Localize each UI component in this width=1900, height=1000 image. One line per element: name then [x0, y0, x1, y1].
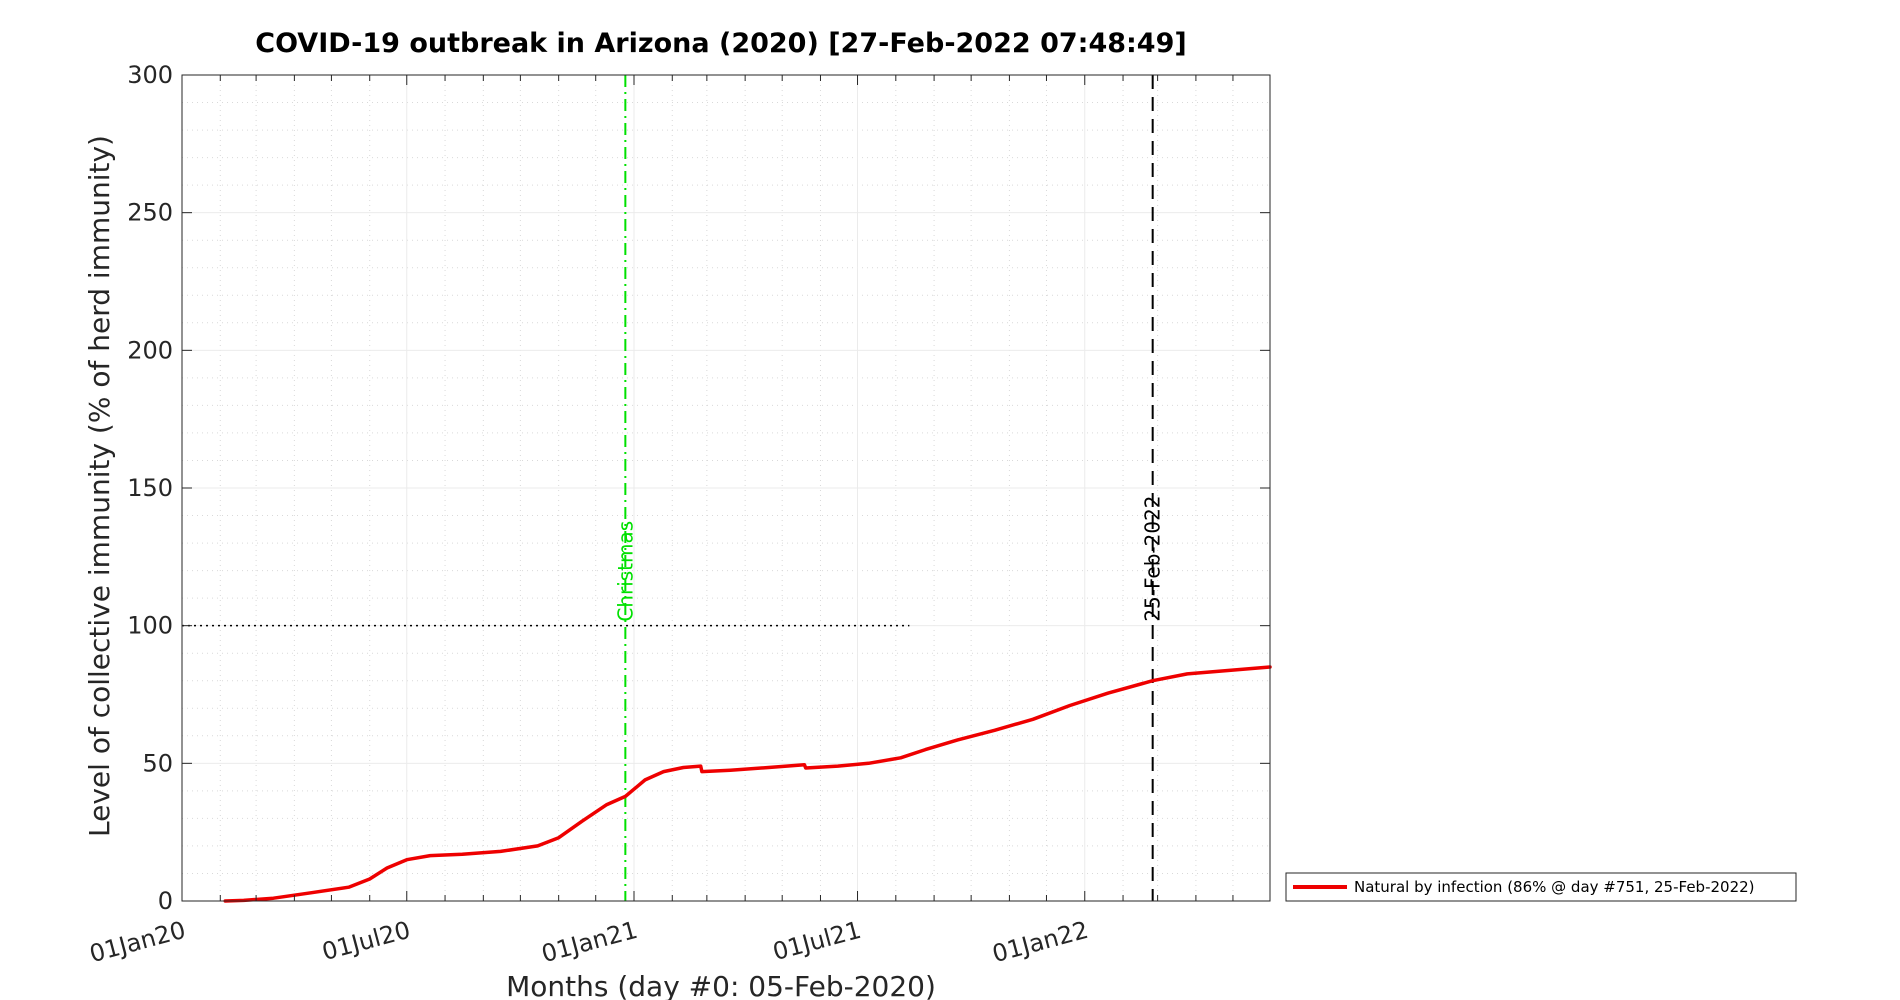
y-tick-labels: 0 50 100 150 200 250 300 — [127, 61, 173, 915]
legend: Natural by infection (86% @ day #751, 25… — [1285, 872, 1797, 902]
chart-title: COVID-19 outbreak in Arizona (2020) [27-… — [255, 28, 1186, 59]
y-tick-label: 100 — [127, 612, 173, 640]
y-tick-label: 300 — [127, 61, 173, 89]
y-tick-label: 0 — [158, 887, 173, 915]
y-axis-label: Level of collective immunity (% of herd … — [83, 135, 116, 837]
y-tick-label: 250 — [127, 199, 173, 227]
axis-ticks — [181, 74, 1270, 902]
y-tick-label: 50 — [142, 749, 173, 777]
reference-line-label: 25-Feb-2022 — [1141, 495, 1165, 621]
y-tick-label: 200 — [127, 336, 173, 364]
legend-entry-label: Natural by infection (86% @ day #751, 25… — [1354, 878, 1755, 896]
y-tick-label: 150 — [127, 474, 173, 502]
reference-lines: Christmas 25-Feb-2022 — [182, 75, 1165, 901]
x-axis-label: Months (day #0: 05-Feb-2020) — [506, 970, 936, 1000]
series-layer — [223, 665, 1272, 903]
series-line-natural-infection — [223, 665, 1272, 903]
legend-box — [1285, 872, 1797, 902]
reference-line-label: Christmas — [613, 521, 637, 622]
